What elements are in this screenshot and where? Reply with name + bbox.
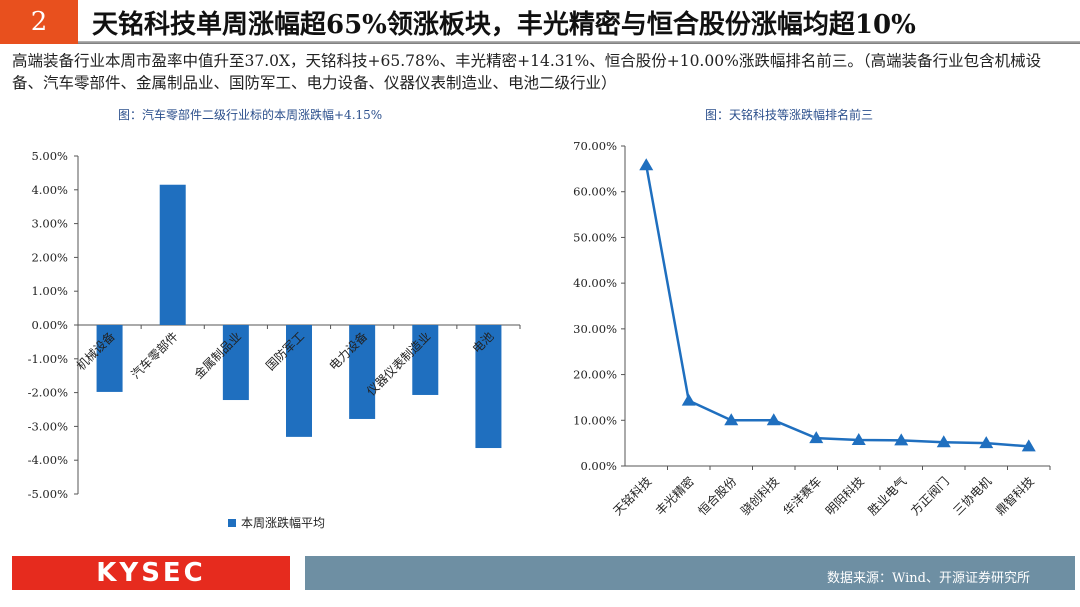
x-tick-label: 华洋赛车 bbox=[780, 474, 825, 519]
bar bbox=[222, 325, 249, 401]
bar bbox=[412, 325, 439, 395]
data-point bbox=[809, 431, 824, 444]
data-point bbox=[639, 158, 654, 171]
x-tick-label: 恒合股份 bbox=[695, 474, 740, 519]
data-source: 数据来源：Wind、开源证券研究所 bbox=[827, 571, 1030, 586]
bar bbox=[159, 184, 186, 325]
y-tick-label: -1.00% bbox=[28, 352, 68, 366]
legend-swatch bbox=[228, 519, 236, 527]
x-tick-label: 方正阀门 bbox=[907, 474, 952, 519]
y-tick-label: 20.00% bbox=[573, 368, 617, 382]
y-tick-label: 50.00% bbox=[573, 230, 617, 244]
data-point bbox=[724, 413, 739, 426]
data-point bbox=[936, 435, 951, 448]
data-point bbox=[766, 413, 781, 426]
bar bbox=[349, 325, 376, 419]
y-tick-label: 1.00% bbox=[31, 284, 68, 298]
bar-chart: 5.00% 4.00% 3.00% 2.00% 1.00% 0.00% -1.00% -2.0… bbox=[28, 149, 521, 530]
bar bbox=[286, 325, 312, 437]
y-tick-label: -4.00% bbox=[28, 453, 68, 467]
line-chart-title: 图：天铭科技等涨跌幅排名前三 bbox=[705, 108, 874, 122]
bar bbox=[96, 325, 123, 392]
footer-bar bbox=[305, 556, 1075, 590]
y-tick-label: 40.00% bbox=[573, 276, 617, 290]
y-tick-label: 30.00% bbox=[573, 322, 617, 336]
summary-text: 高端装备行业本周市盈率中值升至37.0X，天铭科技+65.78%、丰光精密+14… bbox=[12, 52, 1042, 92]
x-tick-label: 汽车零部件 bbox=[128, 329, 181, 382]
y-tick-label: -3.00% bbox=[28, 419, 68, 433]
series-line bbox=[645, 165, 1029, 448]
data-point bbox=[851, 432, 866, 445]
y-tick-label: 0.00% bbox=[580, 459, 617, 473]
x-tick-label: 明阳科技 bbox=[823, 474, 867, 518]
page-title: 天铭科技单周涨幅超65%领涨板块，丰光精密与恒合股份涨幅均超10% bbox=[92, 10, 916, 40]
data-point bbox=[979, 436, 994, 449]
y-tick-label: 5.00% bbox=[31, 149, 68, 163]
x-tick-label: 骁创科技 bbox=[738, 474, 782, 518]
x-tick-label: 胜业电气 bbox=[865, 474, 910, 519]
y-tick-label: 10.00% bbox=[573, 413, 617, 427]
y-tick-label: 70.00% bbox=[573, 139, 617, 153]
y-tick-label: 0.00% bbox=[31, 318, 68, 332]
bar bbox=[475, 325, 502, 449]
data-point bbox=[894, 433, 909, 446]
line-chart: 70.00% 60.00% 50.00% 40.00% 30.00% 20.00% 10.0… bbox=[573, 139, 1051, 519]
x-tick-label: 三协电机 bbox=[950, 474, 995, 519]
y-tick-label: 4.00% bbox=[31, 183, 68, 197]
bar-chart-title: 图：汽车零部件二级行业标的本周涨跌幅+4.15% bbox=[118, 108, 383, 122]
data-point bbox=[1021, 439, 1036, 452]
y-tick-label: -2.00% bbox=[28, 386, 68, 400]
y-tick-label: 60.00% bbox=[573, 185, 617, 199]
kysec-logo: KYSEC bbox=[12, 556, 290, 590]
header-divider bbox=[78, 41, 1080, 44]
legend-label: 本周涨跌幅平均 bbox=[241, 515, 325, 530]
x-tick-label: 鼎智科技 bbox=[992, 474, 1037, 519]
x-tick-label: 天铭科技 bbox=[610, 474, 655, 519]
section-number: 2 bbox=[0, 0, 78, 44]
y-tick-label: 2.00% bbox=[31, 250, 68, 264]
data-point bbox=[681, 393, 696, 406]
x-tick-label: 丰光精密 bbox=[652, 474, 697, 519]
y-tick-label: -5.00% bbox=[28, 487, 68, 501]
y-tick-label: 3.00% bbox=[31, 217, 68, 231]
